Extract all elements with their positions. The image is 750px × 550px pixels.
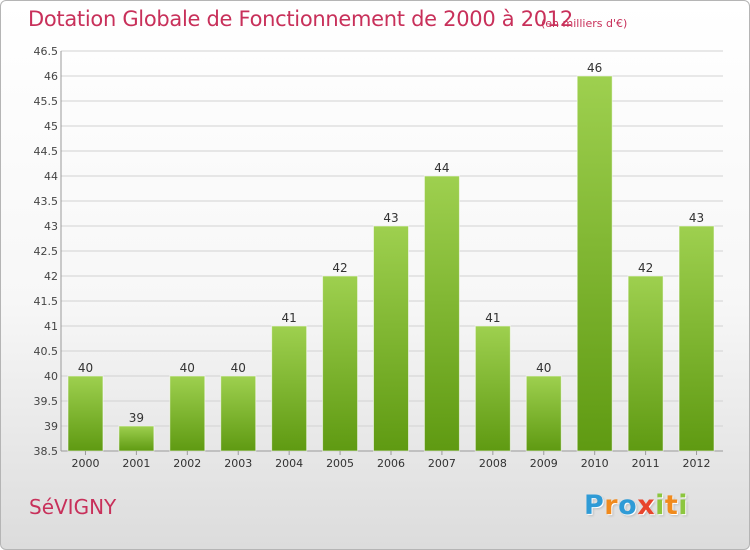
bar [577,76,613,451]
bar [67,376,103,451]
y-tick-label: 39 [44,420,58,433]
bar [322,276,358,451]
x-tick-label: 2012 [683,457,711,470]
x-tick-label: 2002 [173,457,201,470]
y-tick-label: 41.5 [34,295,59,308]
bar [169,376,205,451]
bar [475,326,511,451]
logo-letter: P [584,490,605,521]
y-tick-label: 44 [44,170,58,183]
y-tick-label: 41 [44,320,58,333]
x-tick-label: 2000 [71,457,99,470]
x-tick-label: 2008 [479,457,507,470]
y-tick-label: 43 [44,220,58,233]
y-tick-label: 40.5 [34,345,59,358]
logo-letter: x [637,490,656,521]
bar [628,276,664,451]
bar-data-label: 41 [282,311,297,325]
y-tick-label: 43.5 [34,195,59,208]
x-tick-label: 2009 [530,457,558,470]
chart-subtitle: (en milliers d'€) [541,17,628,30]
y-tick-label: 46.5 [34,45,59,58]
x-tick-label: 2010 [581,457,609,470]
y-tick-label: 46 [44,70,58,83]
y-tick-label: 42.5 [34,245,59,258]
x-tick-label: 2004 [275,457,303,470]
bar-data-label: 43 [689,211,704,225]
y-tick-label: 38.5 [34,445,59,458]
y-tick-label: 39.5 [34,395,59,408]
bar [118,426,154,451]
proxiti-logo[interactable]: Proxiti [584,490,688,521]
y-tick-label: 45 [44,120,58,133]
chart-title: Dotation Globale de Fonctionnement de 20… [28,7,573,31]
x-tick-label: 2011 [632,457,660,470]
x-tick-label: 2005 [326,457,354,470]
bar [271,326,307,451]
bar-data-label: 42 [332,261,347,275]
bar [220,376,256,451]
bar [526,376,562,451]
y-tick-label: 40 [44,370,58,383]
x-tick-label: 2007 [428,457,456,470]
bar-data-label: 40 [180,361,195,375]
bar-data-label: 40 [231,361,246,375]
bar-data-label: 44 [434,161,449,175]
commune-name: SéVIGNY [29,495,117,519]
bar-data-label: 40 [78,361,93,375]
y-tick-label: 42 [44,270,58,283]
x-tick-label: 2003 [224,457,252,470]
bar-data-label: 41 [485,311,500,325]
bar [424,176,460,451]
bar-data-label: 46 [587,61,602,75]
x-tick-label: 2006 [377,457,405,470]
x-tick-label: 2001 [122,457,150,470]
bar [679,226,715,451]
bar-data-label: 40 [536,361,551,375]
logo-letter: i [655,490,665,521]
logo-letter: o [618,490,638,521]
logo-letter: r [604,490,619,521]
bar-data-label: 39 [129,411,144,425]
bar [373,226,409,451]
logo-letter: t [664,490,679,521]
y-tick-label: 44.5 [34,145,59,158]
y-tick-label: 45.5 [34,95,59,108]
bar-data-label: 43 [383,211,398,225]
bar-data-label: 42 [638,261,653,275]
logo-letter: i [678,490,689,521]
